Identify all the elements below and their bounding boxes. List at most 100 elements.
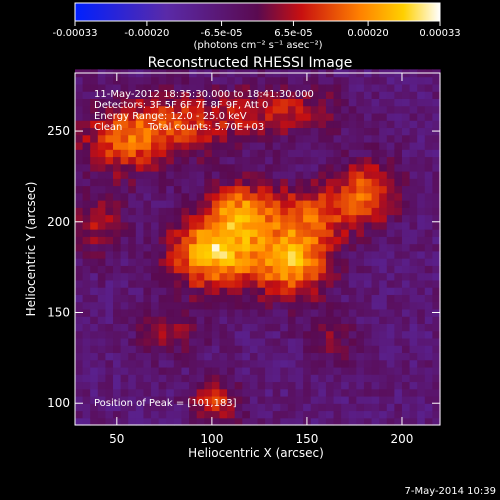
heatmap-cell <box>143 366 152 375</box>
heatmap-cell <box>394 105 403 114</box>
heatmap-cell <box>318 83 327 92</box>
heatmap-cell <box>257 287 266 295</box>
heatmap-cell <box>325 192 335 201</box>
heatmap-cell <box>394 76 403 85</box>
heatmap-cell <box>424 243 433 252</box>
heatmap-cell <box>432 403 441 412</box>
heatmap-cell <box>158 221 167 230</box>
heatmap-cell <box>158 112 167 121</box>
heatmap-cell <box>173 337 183 346</box>
heatmap-cell <box>82 410 91 419</box>
heatmap-cell <box>257 403 266 412</box>
heatmap-cell <box>295 381 304 390</box>
heatmap-cell <box>386 359 395 368</box>
heatmap-cell <box>173 410 183 419</box>
heatmap-cell <box>386 98 395 107</box>
heatmap-cell <box>424 337 433 346</box>
heatmap-cell <box>105 417 114 426</box>
heatmap-cell <box>295 221 304 230</box>
heatmap-cell <box>394 395 403 404</box>
heatmap-cell <box>417 330 426 339</box>
heatmap-cell <box>196 156 205 165</box>
heatmap-cell <box>310 192 319 201</box>
heatmap-cell <box>280 76 289 85</box>
x-tick-label: 50 <box>109 432 124 446</box>
heatmap-cell <box>280 98 289 107</box>
heatmap-cell <box>363 127 373 136</box>
heatmap-cell <box>417 287 426 295</box>
heatmap-cell <box>219 330 228 339</box>
heatmap-cell <box>135 112 145 121</box>
heatmap-cell <box>272 301 281 310</box>
heatmap-cell <box>219 170 228 179</box>
heatmap-cell <box>105 301 114 310</box>
heatmap-cell <box>189 403 198 412</box>
heatmap-cell <box>189 178 198 187</box>
heatmap-cell <box>90 403 99 412</box>
heatmap-cell <box>128 229 137 237</box>
heatmap-cell <box>181 170 190 179</box>
heatmap-cell <box>196 352 205 361</box>
heatmap-cell <box>120 141 129 150</box>
heatmap-cell <box>113 258 122 266</box>
heatmap-cell <box>371 236 380 245</box>
heatmap-cell <box>333 388 342 397</box>
heatmap-cell <box>371 395 380 404</box>
heatmap-cell <box>409 345 418 354</box>
heatmap-cell <box>409 207 418 216</box>
heatmap-cell <box>75 170 84 179</box>
heatmap-cell <box>356 301 365 310</box>
heatmap-cell <box>401 178 411 187</box>
heatmap-cell <box>249 359 259 368</box>
heatmap-cell <box>173 374 183 383</box>
heatmap-cell <box>303 388 312 397</box>
heatmap-cell <box>166 403 175 412</box>
heatmap-cell <box>166 105 175 114</box>
heatmap-cell <box>371 352 380 361</box>
colorbar-ticks: -0.00033 -0.00020 -6.5e-05 6.5e-05 0.00020 0.… <box>53 21 461 39</box>
heatmap-cell <box>75 301 84 310</box>
heatmap-cell <box>227 163 236 172</box>
heatmap-cell <box>432 83 441 92</box>
heatmap-cell <box>75 330 84 339</box>
heatmap-cell <box>158 417 167 426</box>
heatmap-cell <box>371 98 380 107</box>
heatmap-cell <box>333 149 342 158</box>
heatmap-cell <box>272 287 281 295</box>
heatmap-cell <box>128 105 137 114</box>
heatmap-cell <box>409 83 418 92</box>
heatmap-cell <box>265 272 274 281</box>
heatmap-cell <box>333 417 342 426</box>
heatmap-cell <box>204 395 213 404</box>
heatmap-cell <box>143 83 152 92</box>
heatmap-cell <box>158 83 167 92</box>
heatmap-cell <box>189 359 198 368</box>
heatmap-cell <box>113 120 122 129</box>
heatmap-cell <box>234 112 243 121</box>
heatmap-cell <box>257 323 266 332</box>
heatmap-cell <box>356 272 365 281</box>
heatmap-cell <box>318 192 327 201</box>
heatmap-cell <box>257 134 266 143</box>
heatmap-cell <box>318 265 327 274</box>
heatmap-cell <box>227 120 236 129</box>
heatmap-cell <box>249 287 259 295</box>
heatmap-cell <box>120 83 129 92</box>
heatmap-cell <box>151 214 160 223</box>
heatmap-cell <box>128 178 137 187</box>
heatmap-cell <box>371 258 380 266</box>
heatmap-cell <box>211 352 221 361</box>
heatmap-cell <box>143 345 152 354</box>
heatmap-cell <box>219 294 228 303</box>
heatmap-cell <box>151 381 160 390</box>
heatmap-cell <box>128 374 137 383</box>
heatmap-cell <box>113 359 122 368</box>
heatmap-cell <box>151 112 160 121</box>
annotation-line: Total counts: 5.70E+03 <box>147 122 264 133</box>
heatmap-cell <box>128 170 137 179</box>
heatmap-cell <box>234 345 243 354</box>
heatmap-cell <box>97 178 107 187</box>
heatmap-cell <box>166 98 175 107</box>
heatmap-cell <box>173 76 183 85</box>
heatmap-cell <box>265 200 274 208</box>
